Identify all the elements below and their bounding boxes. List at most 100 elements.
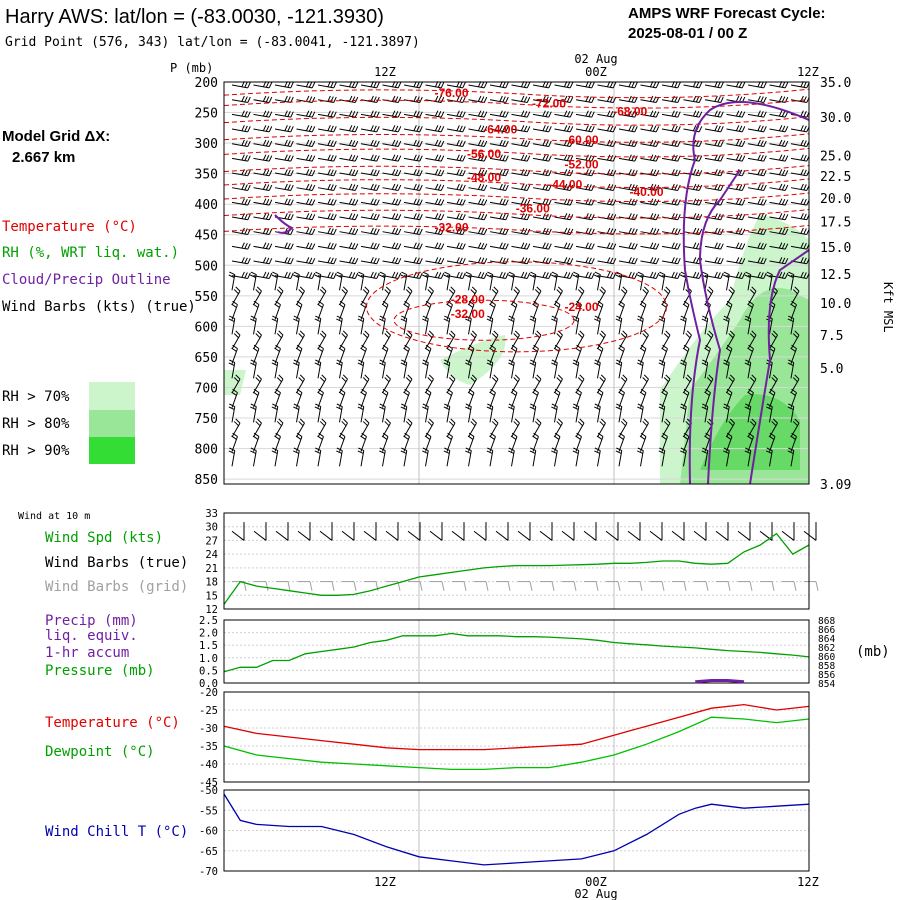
temperature-contour-label: -40.00 [629, 185, 663, 199]
wind-barb-flag [373, 140, 377, 147]
wind-barb-flag [308, 154, 313, 161]
wind-barb-flag [763, 82, 767, 89]
wind-barb [575, 154, 595, 162]
wind-barb-flag [444, 403, 450, 407]
wind-barb-flag [341, 333, 347, 339]
wind-barb-flag [284, 154, 288, 161]
wind-barb-flag [384, 333, 390, 339]
wind-barb-flag [235, 418, 241, 424]
wind-barb-flag [597, 300, 604, 306]
wind-barb-flag [311, 272, 316, 279]
wind-barb-flag [448, 289, 454, 295]
wind-barb-flag [459, 125, 463, 132]
wind-barb-flag [311, 184, 316, 191]
wind-barb-flag [471, 374, 477, 380]
wind-barb-flag [284, 183, 288, 190]
wind-barb-flag [362, 289, 368, 295]
wind-barb-flag [318, 432, 324, 437]
wind-barb-flag [373, 184, 377, 191]
wind-barb-flag [662, 432, 668, 437]
wind-barb [486, 447, 494, 467]
wind-barb-flag [566, 125, 571, 132]
wind-barb-flag [523, 198, 528, 205]
wind-barb-flag [228, 318, 235, 322]
wind-barb-flag [788, 315, 794, 320]
wind-barb-flag [305, 139, 310, 146]
wind-barb-flag [720, 214, 724, 221]
wind-barb-flag [637, 362, 643, 366]
wind-barb [511, 183, 531, 191]
wind-barb-flag [523, 184, 528, 191]
wind-barb-flag [305, 227, 310, 234]
wind-barb-flag [760, 272, 764, 279]
wind-barb-flag [600, 330, 606, 336]
wind-barb-flag [502, 154, 506, 161]
wind-barb-flag [354, 199, 359, 206]
wind-barb-flag [456, 95, 460, 102]
wind-barb-flag [701, 406, 708, 410]
wind-barb-flag [351, 213, 356, 220]
wind-barb-flag [382, 344, 389, 350]
wind-barb-flag [637, 359, 644, 364]
wind-barb-flag [268, 140, 273, 147]
wind-barb-flag [542, 125, 546, 131]
wind-barb-flag [685, 333, 691, 339]
wind-barb-flag [751, 286, 757, 292]
wind-barb-flag [665, 286, 671, 292]
wind-barb-flag [379, 359, 386, 364]
wind-barb-flag [419, 126, 423, 133]
wind-barb-flag [354, 111, 359, 118]
wind-barb-flag [443, 318, 450, 322]
wind-barb [723, 315, 730, 335]
wind-barb-flag [616, 447, 622, 451]
wind-barb-flag [376, 272, 380, 279]
wind-barb-grid [507, 581, 511, 591]
wind-barb-flag [505, 126, 509, 133]
wind-barb-flag [247, 199, 251, 206]
wind-barb-flag [305, 257, 310, 263]
wind-barb-flag [397, 272, 402, 279]
wind-barb-flag [394, 228, 399, 235]
wind-barb-flag [424, 347, 431, 352]
wind-barb-flag [319, 421, 325, 427]
wind-barb-flag [311, 126, 316, 133]
wind-barb-flag [287, 272, 291, 279]
wind-barb-flag [542, 110, 546, 117]
y2-tick-label: 858 [818, 661, 835, 672]
wind-barb-flag [723, 450, 729, 454]
wind-barb-flag [596, 347, 603, 352]
wind-barb-flag [554, 432, 561, 437]
wind-barb-flag [486, 362, 493, 366]
wind-barb-flag [403, 391, 409, 396]
wind-barb [317, 374, 327, 394]
wind-barb-flag [233, 377, 239, 383]
wind-barb [339, 242, 359, 250]
wind-barb [403, 227, 423, 235]
wind-barb-flag [462, 96, 466, 103]
wind-barb [511, 418, 520, 438]
grid-point-subtitle: Grid Point (576, 343) lat/lon = (-83.004… [5, 35, 420, 50]
wind-barb-flag [784, 140, 789, 147]
wind-barb [446, 169, 466, 177]
wind-barb-flag [477, 154, 482, 161]
wind-barb-flag [612, 214, 617, 221]
wind-barb-flag [255, 333, 261, 339]
wind-barb-flag [483, 214, 488, 221]
wind-barb-flag [284, 125, 288, 131]
wind-barb-flag [588, 154, 592, 161]
wind-barb-flag [609, 257, 614, 264]
series-line-wind-chill-t-c- [223, 793, 810, 866]
wind-barb-flag [327, 183, 331, 190]
wind-barb-flag [268, 258, 273, 264]
wind-barb [640, 418, 649, 438]
wind-barb-flag [394, 81, 399, 88]
wind-barb [228, 271, 236, 291]
wind-barb-flag [523, 140, 528, 147]
wind-barb-flag [683, 388, 690, 394]
wind-barb-flag [513, 333, 519, 339]
wind-barb [680, 315, 687, 335]
wind-barb-flag [557, 418, 563, 424]
wind-barb-flag [658, 450, 665, 454]
wind-barb-flag [575, 435, 581, 440]
wind-barb-flag [447, 388, 453, 394]
